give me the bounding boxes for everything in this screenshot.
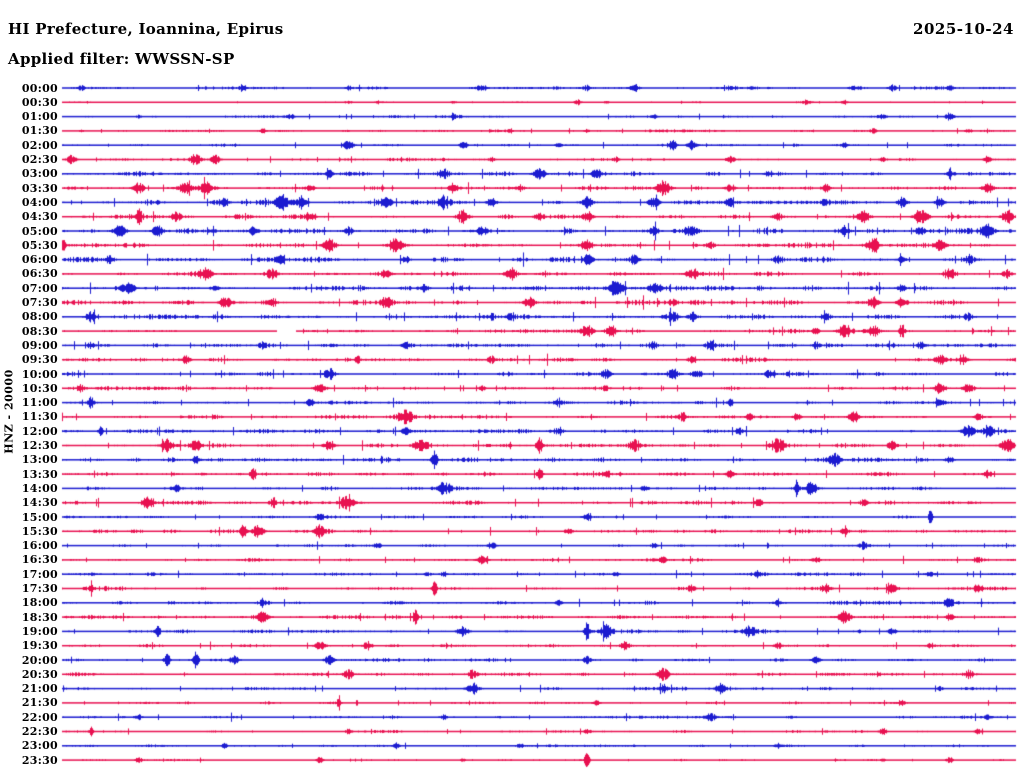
seismogram-traces [0,0,1024,780]
helicorder-page: HI Prefecture, Ioannina, Epirus 2025-10-… [0,0,1024,780]
